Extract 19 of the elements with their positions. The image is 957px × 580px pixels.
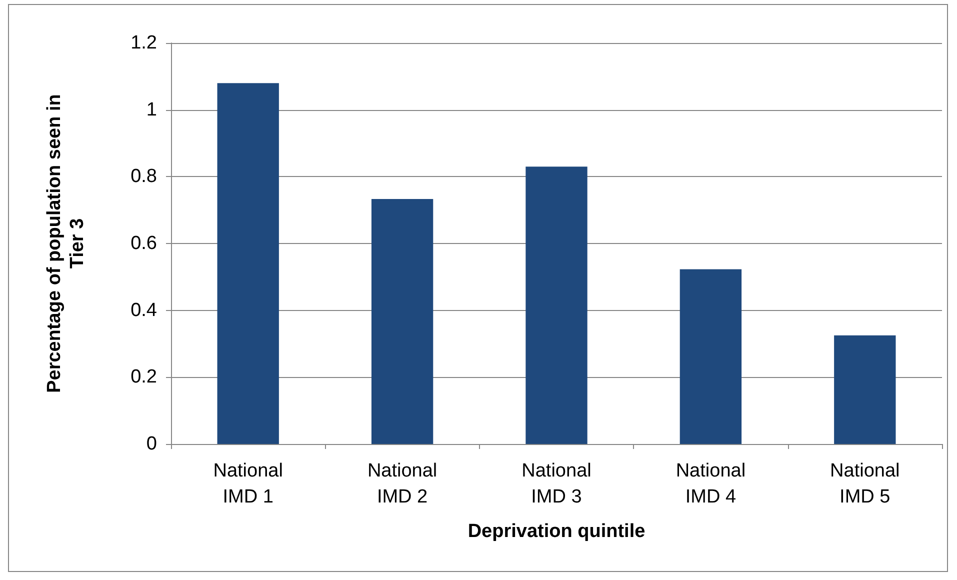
y-tick-label: 0.8: [130, 166, 157, 188]
bar: [526, 166, 588, 444]
y-tick-label: 0: [146, 434, 157, 454]
bar: [680, 269, 742, 444]
y-tick-label: 0.2: [130, 366, 157, 388]
y-tick-label: 1: [146, 99, 157, 120]
y-tick-label: 1.2: [130, 32, 157, 54]
y-axis-title: Percentage of population seen in Tier 3: [44, 94, 88, 393]
x-tick-label: National IMD 4: [676, 460, 746, 508]
x-axis-title: Deprivation quintile: [468, 521, 646, 542]
bar: [834, 335, 896, 444]
y-tick-label: 0.6: [130, 233, 157, 254]
y-tick-label: 0.4: [130, 300, 158, 321]
x-tick-label: National IMD 3: [522, 460, 592, 508]
x-tick-label: National IMD 1: [213, 460, 283, 508]
bar: [371, 199, 434, 444]
bar: [217, 83, 279, 444]
x-tick-label: National IMD 5: [830, 460, 900, 508]
x-tick-label: National IMD 2: [367, 460, 438, 508]
